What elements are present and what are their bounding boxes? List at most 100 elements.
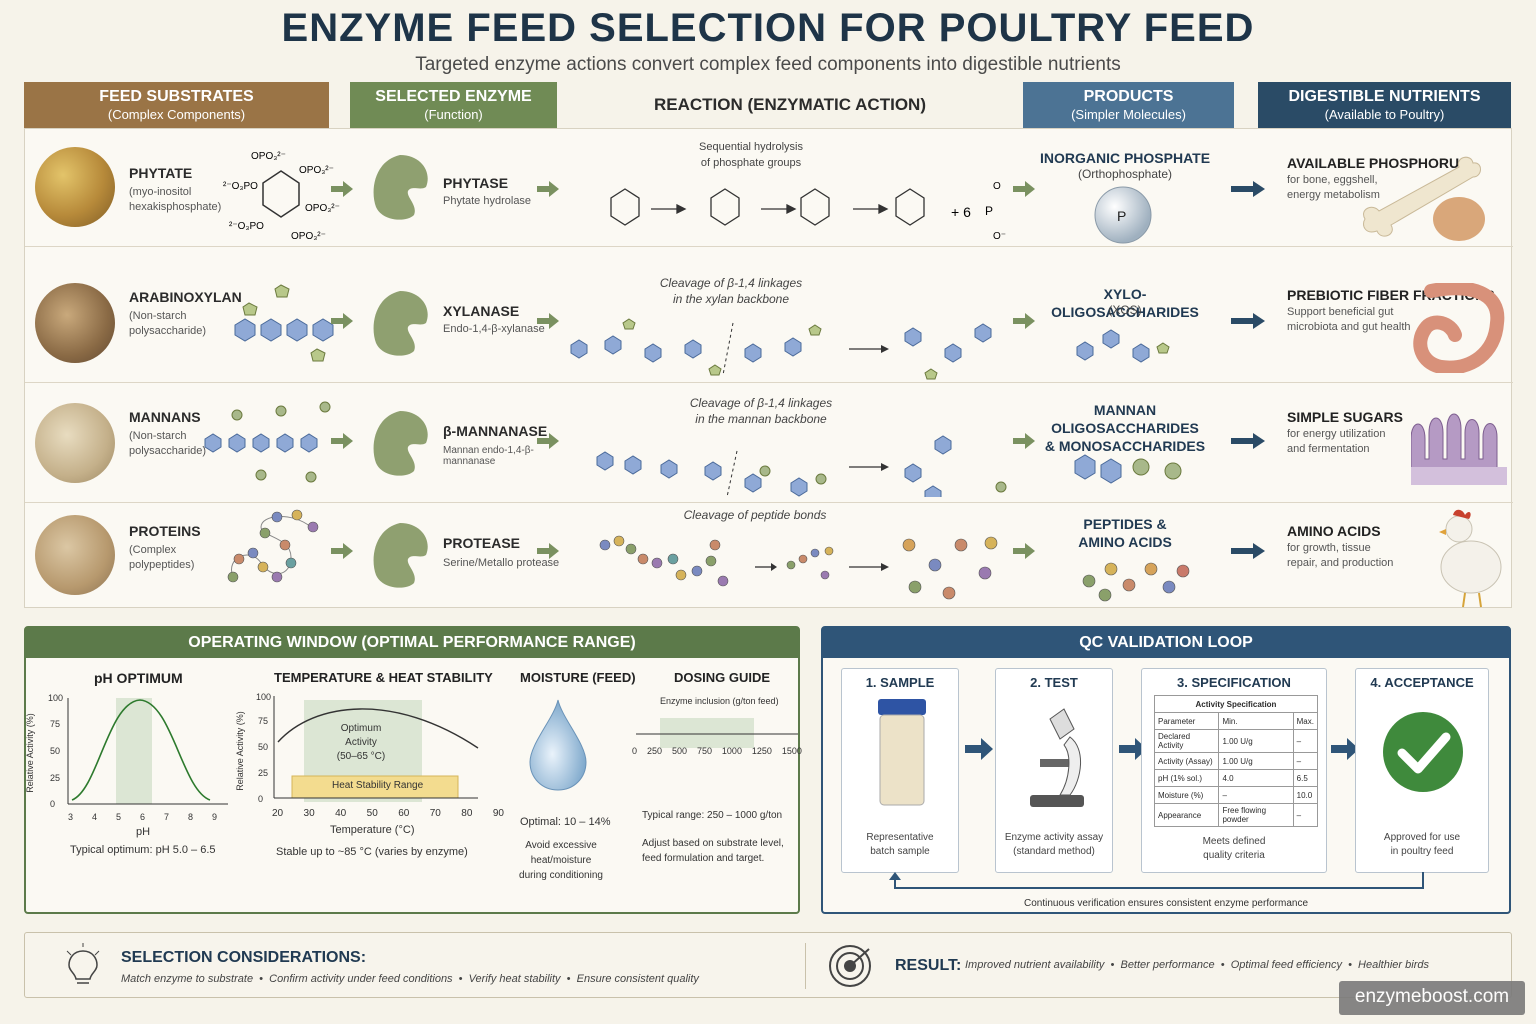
result-items: Improved nutrient availability • Better … xyxy=(965,959,1429,971)
phosphate-sphere-icon: P xyxy=(1094,186,1152,244)
svg-text:6: 6 xyxy=(140,812,145,822)
ph-ylabel: Relative Activity (%) xyxy=(24,713,35,793)
row-mannans: MANNANS (Non-starch polysaccharide) β-MAN… xyxy=(25,385,1513,503)
mannan-cleavage-diagram xyxy=(596,435,1007,497)
qc-step-sample: 1. SAMPLE Representative batch sample xyxy=(841,668,959,873)
dosing-axis: Enzyme inclusion (g/ton feed) xyxy=(660,696,779,706)
watermark: enzymeboost.com xyxy=(1339,981,1525,1015)
enzyme-desc: Endo-1,4-β-xylanase xyxy=(443,323,545,335)
temperature-chart: 0 25 50 75 100 xyxy=(256,692,479,804)
page-title: ENZYME FEED SELECTION FOR POULTRY FEED xyxy=(281,6,1255,50)
operating-window-panel: OPERATING WINDOW (OPTIMAL PERFORMANCE RA… xyxy=(24,626,802,914)
substrate-name: PROTEINS xyxy=(129,523,201,539)
pathway-table: PHYTATE (myo-inositol hexakisphosphate) O… xyxy=(24,128,1513,608)
qc-title: QC VALIDATION LOOP xyxy=(823,628,1509,658)
svg-text:+ 6: + 6 xyxy=(951,204,971,220)
qc-loop-note: Continuous verification ensures consiste… xyxy=(1023,898,1309,909)
svg-text:50: 50 xyxy=(258,742,268,752)
enzyme-name: β-MANNANASE xyxy=(443,423,548,439)
temp-title: TEMPERATURE & HEAT STABILITY xyxy=(274,670,493,685)
svg-text:7: 7 xyxy=(164,812,169,822)
enzyme-blob-icon xyxy=(373,291,428,356)
enzyme-desc: Serine/Metallo protease xyxy=(443,557,560,569)
peptide-cleavage-diagram xyxy=(599,535,998,600)
product-name: MANNAN OLIGOSACCHARIDES & MONOSACCHARIDES xyxy=(1044,402,1206,454)
qc-step-test: 2. TEST Enzyme activity assay (standard m… xyxy=(995,668,1113,873)
nutrient-desc: Support beneficial gut microbiota and gut… xyxy=(1287,306,1411,333)
loop-arrow-icon xyxy=(889,872,1424,889)
ph-xlabel: pH xyxy=(136,826,151,838)
moisture-title: MOISTURE (FEED) xyxy=(520,670,636,685)
product-sub: (XOS) xyxy=(1108,303,1142,317)
amino-acids-icon xyxy=(1082,562,1190,602)
arrow-right-icon xyxy=(1013,543,1035,559)
ph-title: pH OPTIMUM xyxy=(94,670,183,686)
qc-loop-panel: QC VALIDATION LOOP 1. SAMPLE Representat… xyxy=(821,626,1511,914)
nutrient-desc: for growth, tissue repair, and production xyxy=(1287,542,1394,569)
moisture-note: Avoid excessive heat/moisture during cond… xyxy=(519,840,603,881)
selection-title: SELECTION CONSIDERATIONS: xyxy=(121,949,367,966)
selection-items: Match enzyme to substrate • Confirm acti… xyxy=(121,973,699,985)
arrow-right-icon xyxy=(1231,543,1265,559)
arrow-right-icon xyxy=(1231,433,1265,449)
header-reaction: REACTION (ENZYMATIC ACTION) xyxy=(654,95,926,114)
xos-molecules-icon xyxy=(1076,329,1170,363)
reaction-note: Cleavage of peptide bonds xyxy=(683,508,827,522)
product-name: PEPTIDES & AMINO ACIDS xyxy=(1078,516,1172,550)
ph-note: Typical optimum: pH 5.0 – 6.5 xyxy=(70,844,216,856)
xylan-cleavage-diagram xyxy=(570,318,992,380)
arrow-right-icon xyxy=(331,433,353,449)
substrate-name: ARABINOXYLAN xyxy=(129,289,242,305)
arrow-right-icon xyxy=(1119,738,1147,760)
arrow-right-icon xyxy=(1013,433,1035,449)
checkmark-icon xyxy=(1383,712,1463,792)
arrow-right-icon xyxy=(1013,181,1035,197)
row-proteins: PROTEINS (Complex polypeptides) PROTEASE … xyxy=(25,497,1513,615)
qc-step-specification: 3. SPECIFICATION Activity Specification … xyxy=(1141,668,1327,873)
arrow-right-icon xyxy=(331,313,353,329)
svg-text:OPO₃²⁻: OPO₃²⁻ xyxy=(251,151,286,162)
water-drop-icon xyxy=(529,699,587,791)
substrate-desc: (Non-starch polysaccharide) xyxy=(129,310,207,337)
header-substrates: FEED SUBSTRATES (Complex Components) xyxy=(24,82,329,128)
nutrient-desc: for bone, eggshell, energy metabolism xyxy=(1287,174,1380,201)
svg-text:100: 100 xyxy=(256,692,271,702)
temp-ylabel: Relative Activity (%) xyxy=(234,711,245,791)
substrate-desc: (myo-inositol hexakisphosphate) xyxy=(129,186,222,213)
result-label: RESULT: xyxy=(895,957,962,974)
svg-text:P: P xyxy=(985,204,993,218)
moisture-optimal: Optimal: 10 – 14% xyxy=(520,816,611,828)
substrate-name: PHYTATE xyxy=(129,165,193,181)
enzyme-name: XYLANASE xyxy=(443,303,520,319)
svg-text:²⁻O₃PO: ²⁻O₃PO xyxy=(223,181,258,192)
temp-xlabel: Temperature (°C) xyxy=(330,824,415,836)
intestine-icon xyxy=(1413,283,1505,373)
svg-text:100: 100 xyxy=(48,693,63,703)
svg-text:OPO₃²⁻: OPO₃²⁻ xyxy=(305,203,340,214)
enzyme-blob-icon xyxy=(373,155,428,220)
chicken-icon xyxy=(1439,509,1502,608)
svg-text:25: 25 xyxy=(258,768,268,778)
dosing-typical: Typical range: 250 – 1000 g/ton xyxy=(642,810,783,821)
target-icon xyxy=(829,945,871,987)
villi-icon xyxy=(1411,413,1507,485)
arrow-right-icon xyxy=(537,313,559,329)
heat-stability-label: Heat Stability Range xyxy=(332,780,424,791)
svg-text:4: 4 xyxy=(92,812,97,822)
svg-text:0: 0 xyxy=(50,799,55,809)
enzyme-name: PROTEASE xyxy=(443,535,521,551)
microscope-icon xyxy=(1030,708,1084,807)
svg-text:75: 75 xyxy=(50,719,60,729)
spec-table: Activity Specification Parameter Min. Max.… xyxy=(1153,695,1319,827)
dosing-ticks: 0 250 500 750 1000 1250 1500 xyxy=(632,746,802,756)
arrow-right-icon xyxy=(1231,181,1265,197)
arrow-right-icon xyxy=(537,433,559,449)
phytate-structure-icon: OPO₃²⁻ OPO₃²⁻ ²⁻O₃PO OPO₃²⁻ ²⁻O₃PO OPO₃²… xyxy=(223,151,340,242)
enzyme-desc: Mannan endo-1,4-β-mannanase xyxy=(443,445,534,467)
reaction-note: Cleavage of β-1,4 linkages in the mannan … xyxy=(689,396,833,426)
enzyme-name: PHYTASE xyxy=(443,175,509,191)
protein-meal-image xyxy=(35,515,115,595)
svg-text:O⁻: O⁻ xyxy=(993,231,1006,242)
arrow-right-icon xyxy=(537,181,559,197)
nutrient-name: AMINO ACIDS xyxy=(1287,523,1381,539)
